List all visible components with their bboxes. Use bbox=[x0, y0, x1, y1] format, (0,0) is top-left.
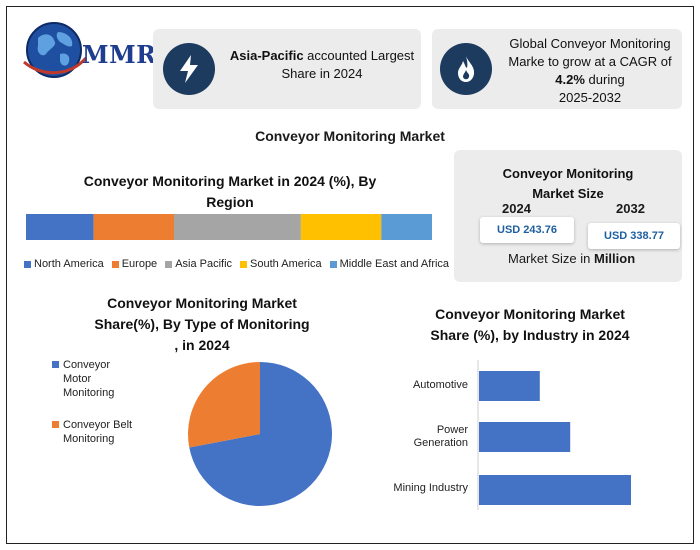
asia-pacific-text: Asia-Pacific accounted Largest Share in … bbox=[229, 48, 415, 81]
legend-belt-monitoring: Conveyor Belt Monitoring bbox=[52, 418, 132, 446]
industry-bar-chart bbox=[477, 360, 631, 510]
monitoring-chart-title: Conveyor Monitoring Market Share(%), By … bbox=[94, 295, 310, 353]
industry-label-power-generation: Power Generation bbox=[413, 424, 468, 449]
legend-motor-monitoring: Conveyor Motor Monitoring bbox=[52, 358, 132, 400]
pie-slice-conveyor-belt-monitoring bbox=[188, 362, 260, 448]
value-2024: USD 243.76 bbox=[480, 217, 574, 243]
globe-icon bbox=[23, 22, 88, 78]
market-size-card: Conveyor Monitoring Market Size 2024 203… bbox=[454, 150, 682, 282]
region-segment-middle-east-and-africa bbox=[381, 214, 432, 240]
region-segment-north-america bbox=[26, 214, 94, 240]
industry-bar-power-generation bbox=[479, 422, 571, 452]
cagr-text: Global Conveyor Monitoring Marke to grow… bbox=[508, 36, 672, 105]
region-chart-title: Conveyor Monitoring Market in 2024 (%), … bbox=[83, 173, 377, 210]
flame-icon bbox=[440, 43, 492, 95]
industry-chart-title: Conveyor Monitoring Market Share (%), by… bbox=[430, 306, 630, 343]
legend-north-america: North America bbox=[24, 258, 104, 270]
market-size-title: Conveyor Monitoring Market Size bbox=[502, 166, 634, 201]
legend-europe: Europe bbox=[111, 258, 157, 270]
cagr-value: 4.2% bbox=[555, 72, 585, 87]
asia-pacific-card: Asia-Pacific accounted Largest Share in … bbox=[153, 29, 421, 109]
legend-middle-east-africa: Middle East and Africa bbox=[329, 258, 449, 270]
logo-text: MMR bbox=[82, 40, 157, 69]
value-2032: USD 338.77 bbox=[588, 223, 680, 249]
cagr-card: Global Conveyor Monitoring Marke to grow… bbox=[432, 29, 682, 109]
year-2024: 2024 bbox=[502, 201, 531, 216]
monitoring-pie-chart bbox=[188, 362, 332, 506]
industry-bar-mining-industry bbox=[479, 475, 631, 505]
legend-asia-pacific: Asia Pacific bbox=[165, 258, 232, 270]
region-segment-south-america bbox=[300, 214, 382, 240]
mmr-logo: MMR bbox=[20, 18, 156, 82]
lightning-icon bbox=[163, 43, 215, 95]
legend-south-america: South America bbox=[240, 258, 322, 270]
region-segment-europe bbox=[93, 214, 175, 240]
main-title: Conveyor Monitoring Market bbox=[255, 128, 445, 144]
industry-label-automotive: Automotive bbox=[412, 379, 468, 391]
region-stacked-bar bbox=[26, 214, 432, 240]
year-2032: 2032 bbox=[616, 201, 645, 216]
market-size-unit: Market Size in Million bbox=[508, 251, 636, 266]
pie-slice-conveyor-motor-monitoring bbox=[189, 362, 332, 506]
region-legend: North America Europe Asia Pacific South … bbox=[24, 258, 449, 270]
pie-legend: Conveyor Motor Monitoring Conveyor Belt Mon… bbox=[52, 358, 132, 464]
industry-label-mining: Mining Industry bbox=[393, 482, 468, 494]
industry-bar-automotive bbox=[479, 371, 540, 401]
region-segment-asia-pacific bbox=[174, 214, 301, 240]
